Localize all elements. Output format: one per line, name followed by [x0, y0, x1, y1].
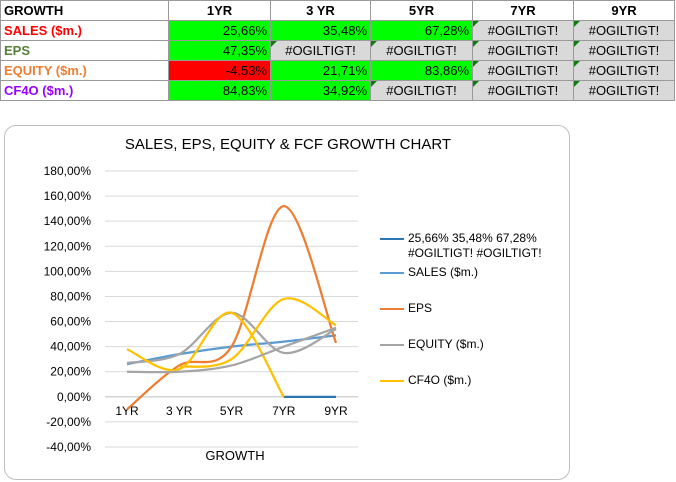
row-label-cf4o[interactable]: CF4O ($m.): [0, 80, 169, 101]
table-cell[interactable]: #OGILTIGT!: [472, 60, 574, 81]
row-label-eps[interactable]: EPS: [0, 40, 169, 61]
error-indicator-icon: [574, 21, 580, 27]
header-7yr[interactable]: 7YR: [472, 0, 574, 21]
error-indicator-icon: [473, 41, 479, 47]
legend-swatch: [380, 308, 404, 310]
table-cell[interactable]: 34,92%: [270, 80, 371, 101]
legend-label: 25,66% 35,48% 67,28% #OGILTIGT! #OGILTIG…: [408, 231, 542, 260]
y-tick-label: 100,00%: [44, 264, 92, 278]
y-tick-label: 180,00%: [44, 164, 92, 178]
table-cell[interactable]: 35,48%: [270, 20, 371, 41]
y-tick-label: 20,00%: [50, 365, 91, 379]
table-cell[interactable]: #OGILTIGT!: [573, 80, 675, 101]
series-line[interactable]: [126, 326, 337, 374]
y-tick-label: 140,00%: [44, 214, 92, 228]
x-tick-label: 7YR: [272, 404, 296, 418]
error-indicator-icon: [371, 41, 377, 47]
table-row: EQUITY ($m.) -4,53% 21,71% 83,86% #OGILT…: [0, 60, 675, 81]
series-line[interactable]: [126, 311, 285, 398]
header-3yr[interactable]: 3 YR: [270, 0, 371, 21]
table-cell[interactable]: 21,71%: [270, 60, 371, 81]
legend-swatch: [380, 344, 404, 346]
table-cell[interactable]: #OGILTIGT!: [472, 20, 574, 41]
y-tick-label: -20,00%: [46, 415, 91, 429]
table-cell[interactable]: 25,66%: [168, 20, 271, 41]
error-indicator-icon: [473, 81, 479, 87]
table-cell[interactable]: #OGILTIGT!: [270, 40, 371, 61]
chart-title: SALES, EPS, EQUITY & FCF GROWTH CHART: [124, 136, 452, 153]
table-cell[interactable]: #OGILTIGT!: [370, 40, 473, 61]
header-row: GROWTH 1YR 3 YR 5YR 7YR 9YR: [0, 0, 675, 21]
table-row: CF4O ($m.) 84,83% 34,92% #OGILTIGT! #OGI…: [0, 80, 675, 101]
row-label-sales[interactable]: SALES ($m.): [0, 20, 169, 41]
legend-swatch: [380, 272, 404, 274]
table-cell[interactable]: 83,86%: [370, 60, 473, 81]
x-tick-label: 3 YR: [166, 404, 193, 418]
y-tick-label: 80,00%: [50, 289, 91, 303]
series-line[interactable]: [179, 297, 337, 368]
x-tick-label: 5YR: [220, 404, 244, 418]
table-cell[interactable]: #OGILTIGT!: [472, 40, 574, 61]
chart-plot: 180,00% 160,00% 140,00% 120,00% 100,00% 80,00…: [44, 164, 358, 454]
growth-chart[interactable]: SALES, EPS, EQUITY & FCF GROWTH CHART 18…: [4, 125, 570, 480]
error-indicator-icon: [271, 41, 277, 47]
legend-label: SALES ($m.): [408, 265, 479, 279]
error-indicator-icon: [473, 21, 479, 27]
y-tick-label: 160,00%: [44, 189, 92, 203]
row-label-equity[interactable]: EQUITY ($m.): [0, 60, 169, 81]
y-tick-label: 40,00%: [50, 340, 91, 354]
y-tick-label: 60,00%: [50, 315, 91, 329]
y-tick-label: 120,00%: [44, 239, 92, 253]
header-growth[interactable]: GROWTH: [0, 0, 169, 21]
x-tick-label: 1YR: [115, 404, 139, 418]
x-axis-title: GROWTH: [205, 448, 265, 463]
legend-label: CF4O ($m.): [408, 373, 472, 387]
error-indicator-icon: [574, 41, 580, 47]
legend-swatch: [380, 238, 404, 240]
series-line[interactable]: [126, 205, 338, 411]
error-indicator-icon: [473, 61, 479, 67]
table-row: SALES ($m.) 25,66% 35,48% 67,28% #OGILTI…: [0, 20, 675, 41]
table-cell[interactable]: #OGILTIGT!: [370, 80, 473, 101]
error-indicator-icon: [371, 81, 377, 87]
table-cell[interactable]: #OGILTIGT!: [472, 80, 574, 101]
legend-swatch: [380, 380, 404, 382]
table-cell[interactable]: 47,35%: [168, 40, 271, 61]
error-indicator-icon: [574, 61, 580, 67]
legend-label: EQUITY ($m.): [408, 337, 484, 351]
table-cell[interactable]: #OGILTIGT!: [573, 60, 675, 81]
table-cell[interactable]: -4,53%: [168, 60, 271, 81]
y-tick-label: 0,00%: [57, 390, 91, 404]
y-tick-label: -40,00%: [46, 440, 91, 454]
series-line[interactable]: [126, 311, 337, 365]
legend-label: EPS: [408, 301, 433, 315]
table-cell[interactable]: #OGILTIGT!: [573, 20, 675, 41]
error-indicator-icon: [574, 81, 580, 87]
table-cell[interactable]: 67,28%: [370, 20, 473, 41]
header-1yr[interactable]: 1YR: [168, 0, 271, 21]
header-9yr[interactable]: 9YR: [573, 0, 675, 21]
table-cell[interactable]: 84,83%: [168, 80, 271, 101]
header-5yr[interactable]: 5YR: [370, 0, 473, 21]
x-tick-label: 9YR: [324, 404, 348, 418]
table-row: EPS 47,35% #OGILTIGT! #OGILTIGT! #OGILTI…: [0, 40, 675, 61]
growth-table: GROWTH 1YR 3 YR 5YR 7YR 9YR SALES ($m.) …: [0, 0, 675, 101]
table-cell[interactable]: #OGILTIGT!: [573, 40, 675, 61]
